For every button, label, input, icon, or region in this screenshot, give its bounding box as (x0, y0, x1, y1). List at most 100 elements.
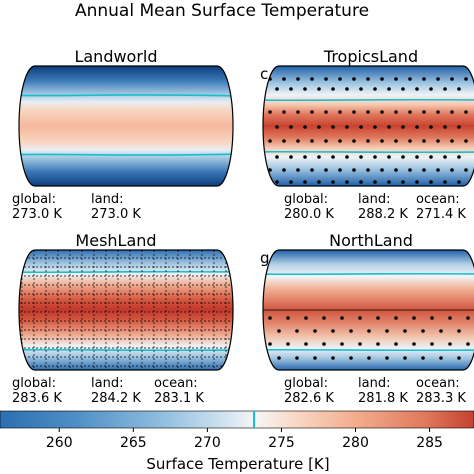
stat-value: 288.2 K (358, 207, 408, 222)
stipple-dot (373, 155, 377, 159)
stipple-dot (338, 168, 342, 172)
stipple-dot (295, 329, 299, 333)
stipple-dot (331, 87, 335, 91)
colorbar-label: Surface Temperature [K] (146, 455, 329, 473)
stipple-dot (415, 87, 419, 91)
stipple-dot (296, 77, 300, 81)
stipple-dot (450, 168, 454, 172)
stat-name: ocean: (416, 376, 460, 391)
stipple-dot (317, 180, 321, 184)
stipple-dot (296, 168, 300, 172)
stipple-dot (358, 342, 362, 346)
stipple-dot (303, 125, 307, 129)
panel-title-northland: NorthLand (329, 231, 413, 250)
stipple-dot (359, 180, 363, 184)
stat-name: global: (12, 192, 56, 207)
stipple-dot (268, 316, 272, 320)
stipple-dot (310, 168, 314, 172)
stipple-dot (366, 77, 370, 81)
stipple-dot (331, 356, 335, 360)
stipple-dot (310, 139, 314, 143)
stipple-dot (275, 155, 279, 159)
stat-value: 283.3 K (416, 391, 466, 406)
stipple-dot (324, 168, 328, 172)
stipple-dot (313, 356, 317, 360)
stat-value: 283.6 K (12, 391, 62, 406)
stipple-dot (380, 139, 384, 143)
stipple-dot (359, 87, 363, 91)
map-outline (262, 65, 474, 187)
stipple-dot (385, 356, 389, 360)
stipple-dot (275, 125, 279, 129)
colorbar-tick-label: 260 (46, 435, 73, 451)
stipple-dot (289, 155, 293, 159)
stipple-dot (421, 356, 425, 360)
panel-title-landworld: Landworld (74, 47, 157, 66)
map-meshland (19, 250, 233, 370)
stat-name: global: (284, 376, 328, 391)
stipple-dot (429, 125, 433, 129)
stipple-dot (296, 139, 300, 143)
stipple-dot (403, 356, 407, 360)
stipple-dot (286, 342, 290, 346)
stipple-dot (376, 316, 380, 320)
stipple-dot (415, 125, 419, 129)
freezing-contour (19, 153, 233, 156)
stat-value: 271.4 K (416, 207, 466, 222)
stipple-dot (464, 110, 468, 114)
stipple-dot (352, 110, 356, 114)
freezing-contour (19, 94, 233, 97)
colorbar-tick-label: 280 (342, 435, 369, 451)
stipple-dot (304, 316, 308, 320)
stipple-dot (324, 110, 328, 114)
stipple-dot (367, 329, 371, 333)
stipple-dot (457, 329, 461, 333)
stipple-dot (443, 125, 447, 129)
stipple-dot (345, 87, 349, 91)
stat-name: ocean: (154, 376, 198, 391)
stipple-dot (457, 87, 461, 91)
stat-name: land: (91, 192, 123, 207)
stat-name: land: (358, 376, 390, 391)
panel-tropicsland: TropicsLand c global: 280.0 K land: 288.… (260, 47, 474, 222)
stipple-dot (380, 110, 384, 114)
stipple-dot (340, 316, 344, 320)
stipple-dot (366, 139, 370, 143)
stipple-dot (387, 180, 391, 184)
stipple-dot (415, 180, 419, 184)
stat-value: 273.0 K (91, 207, 141, 222)
colorbar-gradient (0, 410, 474, 429)
land-mesh-grid (19, 250, 233, 370)
stipple-dot (464, 168, 468, 172)
freezing-contour (263, 98, 474, 102)
stipple-dot (373, 125, 377, 129)
stipple-dot (421, 329, 425, 333)
stipple-dot (464, 139, 468, 143)
stipple-dot (450, 110, 454, 114)
stipple-dot (317, 155, 321, 159)
colorbar-tick-label: 275 (268, 435, 295, 451)
stipple-dot (359, 125, 363, 129)
stipple-dot (466, 316, 470, 320)
stat-value: 273.0 K (12, 207, 62, 222)
stipple-dot (366, 110, 370, 114)
stipple-dot (310, 77, 314, 81)
stipple-dot (457, 180, 461, 184)
stipple-dot (310, 110, 314, 114)
stat-name: global: (284, 192, 328, 207)
stipple-dot (430, 316, 434, 320)
stipple-dot (387, 87, 391, 91)
stipple-dot (268, 139, 272, 143)
colorbar-tick-label: 285 (416, 435, 443, 451)
stipple-dot (359, 155, 363, 159)
stipple-dot (268, 168, 272, 172)
stipple-dot (349, 329, 353, 333)
stipple-dot (345, 125, 349, 129)
stipple-dot (303, 155, 307, 159)
stipple-dot (338, 77, 342, 81)
stipple-dot (464, 77, 468, 81)
stipple-dot (439, 329, 443, 333)
panel-letter-g: g (260, 249, 270, 267)
colorbar-tick-label: 270 (194, 435, 221, 451)
stat-value: 280.0 K (284, 207, 334, 222)
